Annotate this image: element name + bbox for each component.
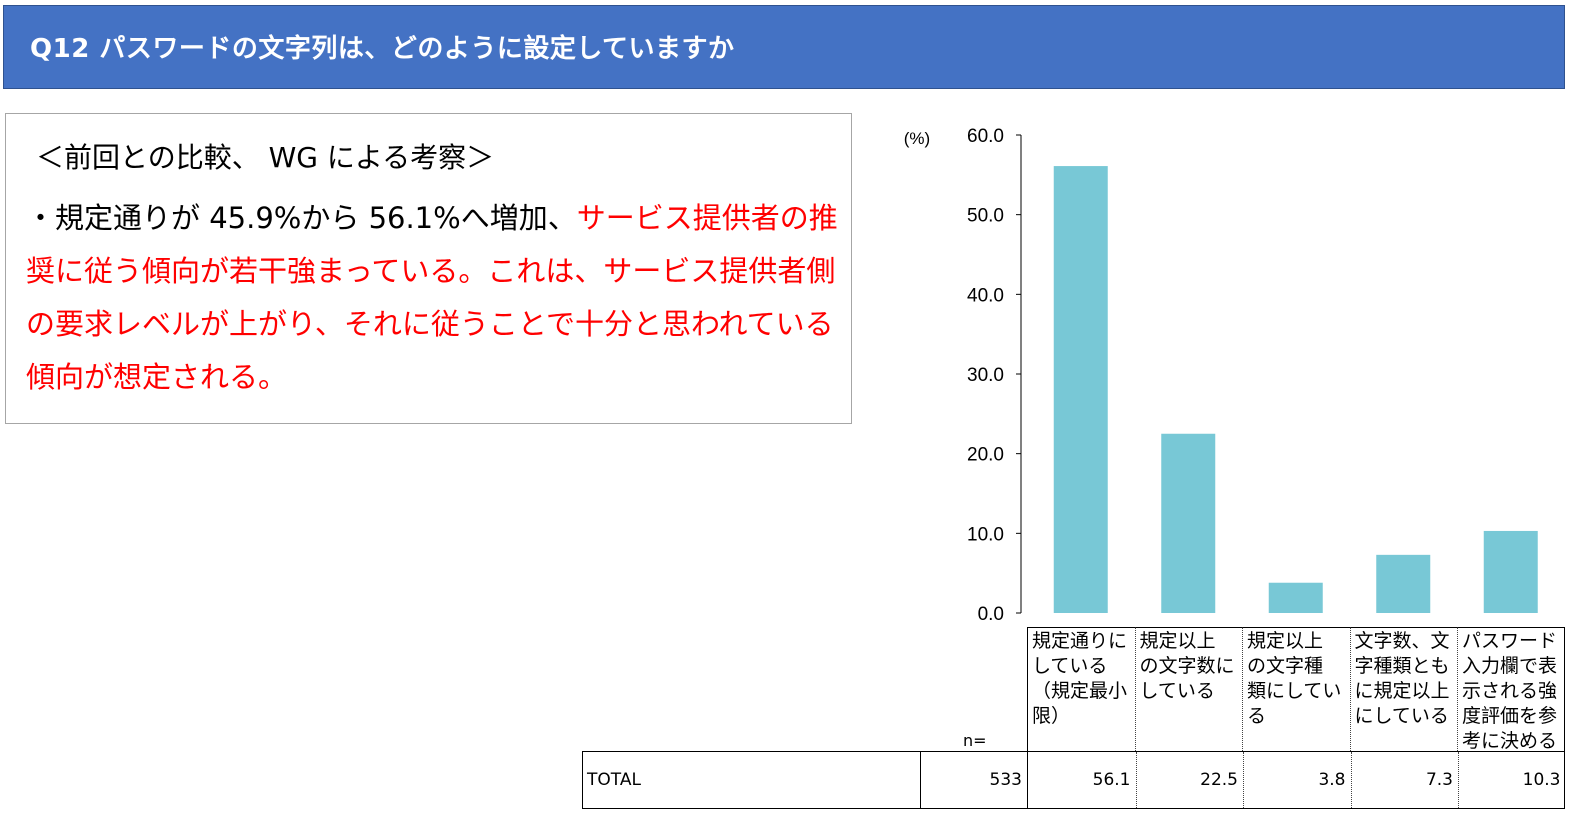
table-value-4: 7.3 [1425,770,1453,790]
bar-2 [1161,433,1216,613]
comment-heading: ＜前回との比較、 WG による考察＞ [36,141,495,174]
category-label-line: 類にしてい [1247,680,1342,702]
category-label-line: にしている [1354,705,1449,727]
category-label-line: パスワード [1462,630,1558,652]
bar-5 [1483,530,1538,613]
category-label-line: 規定以上 [1139,630,1216,652]
y-tick-label: 40.0 [967,285,1004,306]
question-header: Q12 パスワードの文字列は、どのように設定していますか [3,5,1565,89]
data-table: TOTAL 533 56.1 22.5 3.8 7.3 10.3 [582,751,1565,809]
table-value-1: 56.1 [1092,770,1131,790]
table-value-3: 3.8 [1318,770,1346,790]
category-label-line: 文字数、文 [1354,630,1450,652]
category-label-line: の文字種 [1247,655,1324,677]
category-label-1: 規定通りにしている （規定最小限） [1027,627,1135,751]
category-label-line: 入力欄で表 [1462,655,1558,677]
category-label-line: 度評価を参 [1462,705,1558,727]
comment-body-red: サービス提供者の推奨に従う傾向が若干強まっている。これは、サービス提供者側の要求… [26,201,838,394]
bar-3 [1268,582,1323,613]
category-label-line: 示される強 [1462,680,1558,702]
y-tick-label: 20.0 [967,445,1004,466]
y-unit-label: (%) [904,129,930,148]
table-divider [1243,752,1244,808]
table-divider [1350,752,1352,808]
category-label-2: 規定以上の文字数にしている [1134,627,1242,751]
category-label-line: 考に決める [1462,730,1558,751]
category-label-line: している [1032,655,1108,677]
table-divider [1458,752,1459,808]
category-label-line: 限） [1032,705,1071,727]
category-label-line: （規定最小 [1032,680,1128,702]
y-tick-label: 0.0 [978,604,1004,625]
category-label-3: 規定以上の文字種類にしている [1242,627,1350,751]
comparison-comment-box: ＜前回との比較、 WG による考察＞ ・規定通りが 45.9%から 56.1%へ… [5,113,852,424]
question-title: Q12 パスワードの文字列は、どのように設定していますか [30,34,735,64]
table-divider [920,752,921,808]
bar-1 [1053,166,1108,613]
n-label: n= [963,731,987,750]
category-label-line: の文字数に [1139,655,1235,677]
category-label-line: 規定以上 [1247,630,1324,652]
category-label-line: に規定以上 [1354,680,1450,702]
comment-body-black: ・規定通りが 45.9%から 56.1%へ増加、 [26,201,577,235]
table-divider [1135,752,1137,808]
y-tick-label: 30.0 [967,365,1004,386]
category-label-line: 規定通りに [1032,630,1128,652]
category-label-4: 文字数、文字種類ともに規定以上にしている [1349,627,1457,751]
table-divider [1027,752,1028,808]
y-tick-label: 10.0 [967,524,1004,545]
n-value: 533 [989,770,1022,790]
category-label-line: 字種類とも [1354,655,1450,677]
category-label-5: パスワード入力欄で表示される強度評価を参考に決める [1457,627,1565,751]
table-value-5: 10.3 [1522,770,1561,790]
category-label-line: る [1247,705,1267,727]
category-label-line: している [1139,680,1215,702]
row-label-total: TOTAL [587,770,641,790]
bar-4 [1376,554,1431,613]
table-value-2: 22.5 [1200,770,1238,790]
y-tick-label: 50.0 [967,206,1004,227]
y-tick-label: 60.0 [967,126,1004,147]
comment-body: ・規定通りが 45.9%から 56.1%へ増加、サービス提供者の推奨に従う傾向が… [26,192,838,404]
